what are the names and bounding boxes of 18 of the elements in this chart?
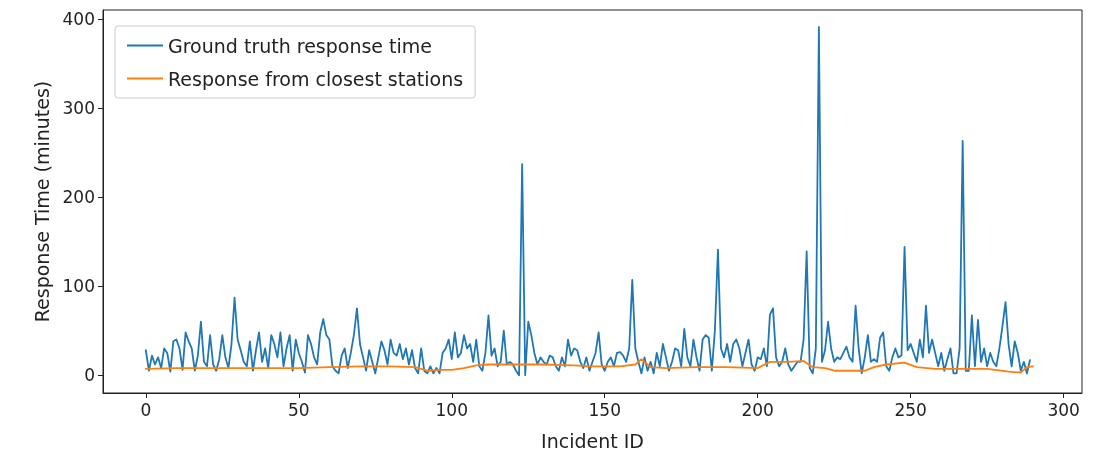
y-tick-label: 100 (62, 276, 95, 297)
legend-label: Ground truth response time (168, 34, 433, 57)
x-tick-label: 300 (1047, 399, 1080, 420)
x-tick-label: 50 (287, 399, 310, 420)
y-tick-label: 300 (62, 97, 95, 118)
x-tick-label: 250 (894, 399, 927, 420)
x-axis-title: Incident ID (541, 429, 644, 452)
x-tick-label: 150 (588, 399, 621, 420)
y-tick-label: 0 (84, 365, 95, 386)
y-tick-label: 400 (62, 8, 95, 29)
line-series (144, 26, 1031, 377)
x-tick-label: 0 (140, 399, 152, 420)
x-tick-label: 200 (741, 399, 774, 420)
y-axis-title: Response Time (minutes) (30, 80, 53, 323)
line-series (144, 358, 1034, 374)
x-tick-label: 100 (435, 399, 468, 420)
legend-label: Response from closest stations (168, 67, 464, 90)
y-tick-label: 200 (62, 187, 95, 208)
